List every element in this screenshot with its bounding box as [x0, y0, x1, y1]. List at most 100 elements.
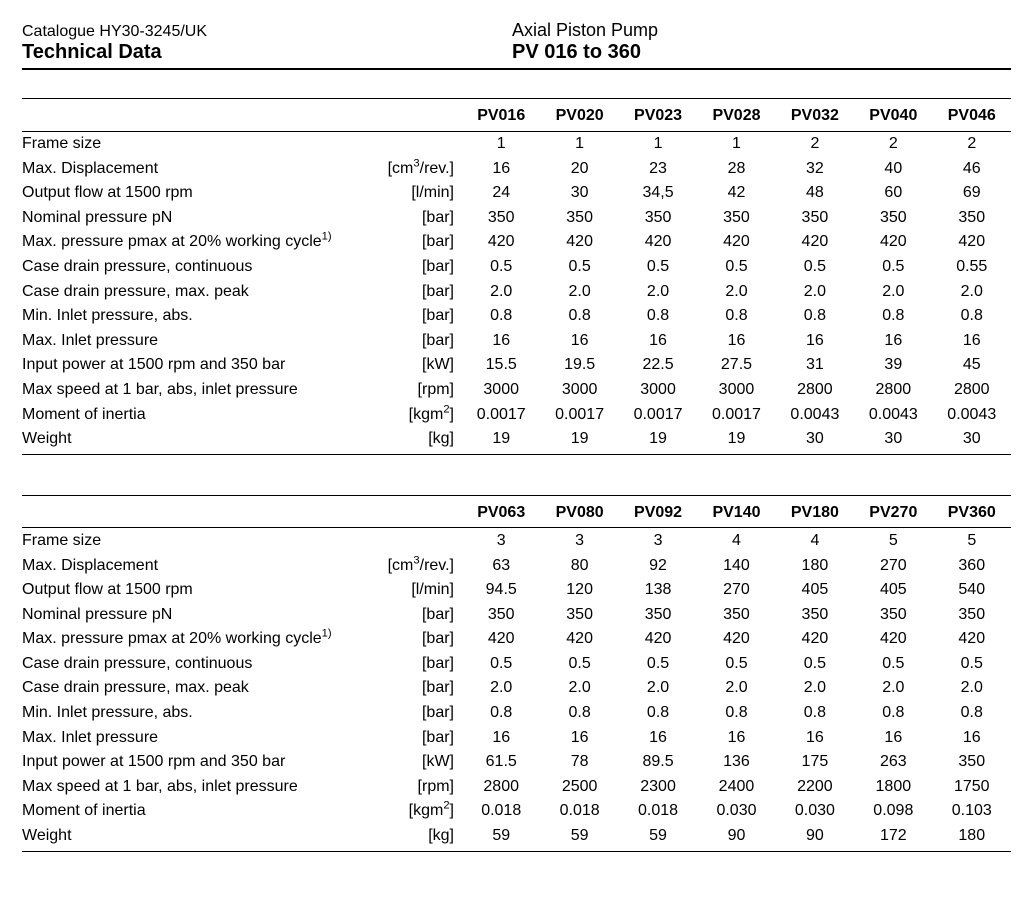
column-header-parameter [22, 495, 367, 528]
value-cell: 48 [776, 181, 854, 206]
value-cell: 0.0043 [854, 402, 932, 427]
table-row: Case drain pressure, max. peak[bar]2.02.… [22, 676, 1011, 701]
value-cell: 16 [462, 156, 540, 181]
value-cell: 94.5 [462, 578, 540, 603]
value-cell: 420 [462, 230, 540, 255]
param-label: Output flow at 1500 rpm [22, 181, 367, 206]
value-cell: 4 [697, 528, 775, 553]
param-label: Case drain pressure, max. peak [22, 676, 367, 701]
param-unit: [l/min] [367, 578, 462, 603]
table-row: Input power at 1500 rpm and 350 bar[kW]1… [22, 353, 1011, 378]
param-label: Input power at 1500 rpm and 350 bar [22, 750, 367, 775]
table-row: Output flow at 1500 rpm[l/min]94.5120138… [22, 578, 1011, 603]
value-cell: 0.8 [697, 701, 775, 726]
param-unit: [kgm2] [367, 799, 462, 824]
table-row: Min. Inlet pressure, abs.[bar]0.80.80.80… [22, 304, 1011, 329]
value-cell: 0.0017 [462, 402, 540, 427]
value-cell: 263 [854, 750, 932, 775]
page-header: Catalogue HY30-3245/UK Technical Data Ax… [22, 20, 1011, 70]
param-label: Case drain pressure, continuous [22, 255, 367, 280]
value-cell: 20 [540, 156, 618, 181]
value-cell: 350 [854, 205, 932, 230]
value-cell: 2.0 [462, 676, 540, 701]
value-cell: 0.5 [619, 255, 697, 280]
value-cell: 0.0017 [619, 402, 697, 427]
value-cell: 0.5 [462, 651, 540, 676]
value-cell: 16 [462, 725, 540, 750]
table-row: Max speed at 1 bar, abs, inlet pressure[… [22, 378, 1011, 403]
value-cell: 350 [697, 602, 775, 627]
value-cell: 0.5 [540, 255, 618, 280]
value-cell: 0.8 [540, 701, 618, 726]
value-cell: 19 [619, 427, 697, 455]
value-cell: 350 [776, 602, 854, 627]
param-unit: [bar] [367, 205, 462, 230]
param-label: Frame size [22, 131, 367, 156]
value-cell: 0.030 [776, 799, 854, 824]
value-cell: 420 [776, 230, 854, 255]
value-cell: 420 [619, 230, 697, 255]
value-cell: 360 [933, 553, 1011, 578]
value-cell: 0.5 [540, 651, 618, 676]
value-cell: 2.0 [776, 676, 854, 701]
param-unit: [bar] [367, 255, 462, 280]
column-header-parameter [22, 99, 367, 132]
value-cell: 2.0 [854, 279, 932, 304]
value-cell: 89.5 [619, 750, 697, 775]
param-unit: [rpm] [367, 378, 462, 403]
table-row: Moment of inertia[kgm2]0.0180.0180.0180.… [22, 799, 1011, 824]
param-label: Nominal pressure pN [22, 205, 367, 230]
value-cell: 0.8 [619, 701, 697, 726]
param-unit: [kW] [367, 750, 462, 775]
table-row: Max. Inlet pressure[bar]16161616161616 [22, 725, 1011, 750]
column-header-model: PV063 [462, 495, 540, 528]
value-cell: 350 [776, 205, 854, 230]
value-cell: 420 [933, 230, 1011, 255]
value-cell: 420 [697, 230, 775, 255]
param-label: Frame size [22, 528, 367, 553]
value-cell: 1 [540, 131, 618, 156]
value-cell: 3000 [540, 378, 618, 403]
value-cell: 350 [933, 750, 1011, 775]
table-row: Max. Inlet pressure[bar]16161616161616 [22, 328, 1011, 353]
value-cell: 3 [619, 528, 697, 553]
value-cell: 0.8 [776, 304, 854, 329]
value-cell: 30 [540, 181, 618, 206]
value-cell: 16 [854, 328, 932, 353]
data-table-1: PV016PV020PV023PV028PV032PV040PV046Frame… [22, 98, 1011, 455]
value-cell: 39 [854, 353, 932, 378]
table-row: Case drain pressure, max. peak[bar]2.02.… [22, 279, 1011, 304]
value-cell: 3000 [697, 378, 775, 403]
value-cell: 420 [854, 230, 932, 255]
value-cell: 3 [462, 528, 540, 553]
value-cell: 22.5 [619, 353, 697, 378]
value-cell: 2.0 [462, 279, 540, 304]
param-label: Output flow at 1500 rpm [22, 578, 367, 603]
param-label: Max. Displacement [22, 156, 367, 181]
param-unit: [kW] [367, 353, 462, 378]
value-cell: 60 [854, 181, 932, 206]
value-cell: 2500 [540, 774, 618, 799]
value-cell: 16 [619, 725, 697, 750]
value-cell: 2.0 [540, 676, 618, 701]
value-cell: 0.5 [697, 651, 775, 676]
column-header-model: PV023 [619, 99, 697, 132]
value-cell: 350 [933, 602, 1011, 627]
tables-container: PV016PV020PV023PV028PV032PV040PV046Frame… [22, 98, 1011, 852]
param-label: Max. Inlet pressure [22, 725, 367, 750]
param-label: Max speed at 1 bar, abs, inlet pressure [22, 378, 367, 403]
param-unit: [kgm2] [367, 402, 462, 427]
value-cell: 80 [540, 553, 618, 578]
param-unit: [cm3/rev.] [367, 156, 462, 181]
value-cell: 0.5 [776, 651, 854, 676]
column-header-model: PV020 [540, 99, 618, 132]
column-header-model: PV028 [697, 99, 775, 132]
value-cell: 24 [462, 181, 540, 206]
column-header-model: PV092 [619, 495, 697, 528]
param-label: Input power at 1500 rpm and 350 bar [22, 353, 367, 378]
value-cell: 90 [776, 824, 854, 852]
value-cell: 172 [854, 824, 932, 852]
column-header-model: PV180 [776, 495, 854, 528]
table-row: Frame size1111222 [22, 131, 1011, 156]
param-unit: [kg] [367, 824, 462, 852]
